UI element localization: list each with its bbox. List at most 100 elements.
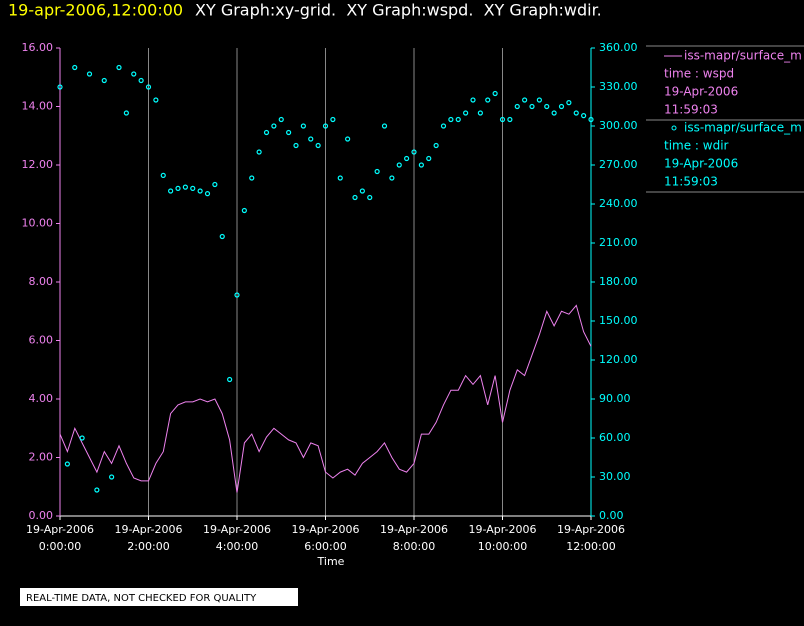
y-tick-label: 0.00: [29, 509, 54, 522]
y-tick-label: 4.00: [29, 392, 54, 405]
scatter-point: [418, 162, 424, 168]
scatter-point: [404, 155, 410, 162]
scatter-point: [544, 103, 550, 110]
x-tick-label: 19-Apr-2006 4:00:00: [203, 523, 271, 553]
legend-label: iss-mapr/surface_m: [684, 49, 802, 63]
scatter-point: [190, 185, 196, 191]
scatter-point: [197, 188, 203, 194]
scatter-point: [566, 99, 572, 106]
scatter-point: [581, 112, 587, 119]
scatter-point: [182, 184, 188, 190]
scatter-point: [426, 155, 432, 162]
y2-tick-label: 120.00: [599, 353, 638, 366]
y2-tick-label: 240.00: [599, 197, 638, 210]
y2-tick-label: 150.00: [599, 314, 638, 327]
scatter-point: [551, 110, 557, 116]
scatter-point: [138, 77, 144, 84]
scatter-point: [529, 103, 535, 110]
scatter-point: [79, 435, 85, 441]
scatter-point: [160, 172, 166, 178]
y2-tick-label: 0.00: [599, 509, 624, 522]
scatter-point: [573, 110, 579, 116]
y-tick-label: 6.00: [29, 334, 54, 347]
scatter-point: [249, 175, 255, 181]
scatter-point: [234, 292, 240, 298]
x-axis-label: Time: [317, 555, 345, 568]
footer-box: [20, 588, 298, 606]
y-tick-label: 2.00: [29, 451, 54, 464]
scatter-point: [330, 116, 336, 123]
scatter-point: [485, 97, 491, 103]
scatter-point: [293, 142, 299, 149]
scatter-point: [109, 474, 115, 480]
scatter-point: [389, 175, 395, 181]
y2-tick-label: 30.00: [599, 470, 631, 483]
scatter-point: [86, 71, 93, 77]
y2-tick-label: 300.00: [599, 119, 638, 132]
scatter-point: [345, 136, 351, 142]
scatter-point: [396, 162, 402, 168]
scatter-point: [175, 185, 181, 191]
title-date: 19-apr-2006,12:00:00: [8, 1, 183, 20]
scatter-point: [168, 188, 174, 194]
scatter-point: [352, 194, 358, 201]
x-tick-label: 19-Apr-2006 12:00:00: [557, 523, 625, 553]
y-tick-label: 10.00: [22, 217, 54, 230]
x-tick-label: 19-Apr-2006 10:00:00: [468, 523, 536, 553]
scatter-point: [131, 71, 137, 77]
y-tick-label: 12.00: [22, 158, 54, 171]
scatter-point: [256, 149, 262, 155]
legend-line: time : wdir: [664, 139, 729, 153]
series-line: [59, 304, 592, 493]
y2-tick-label: 360.00: [599, 41, 638, 54]
scatter-point: [123, 110, 129, 116]
y-tick-label: 16.00: [22, 41, 54, 54]
legend-line: time : wspd: [664, 67, 734, 81]
footer-note: REAL-TIME DATA, NOT CHECKED FOR QUALITY: [26, 593, 257, 604]
y2-tick-label: 270.00: [599, 158, 638, 171]
scatter-point: [477, 110, 483, 116]
legend-label: iss-mapr/surface_m: [684, 121, 802, 135]
scatter-point: [219, 233, 225, 240]
scatter-point: [470, 97, 476, 103]
scatter-point: [241, 207, 247, 214]
scatter-point: [463, 110, 469, 116]
scatter-point: [522, 97, 528, 103]
scatter-point: [278, 116, 284, 123]
chart-title: XY Graph:xy-grid. XY Graph:wspd. XY Grap…: [195, 1, 602, 20]
legend-time: 11:59:03: [664, 175, 718, 189]
scatter-point: [286, 129, 292, 136]
legend-date: 19-Apr-2006: [664, 157, 738, 171]
scatter-point: [359, 188, 365, 194]
scatter-point: [588, 116, 594, 123]
scatter-point: [116, 64, 122, 71]
scatter-point: [448, 116, 454, 123]
scatter-point: [64, 461, 70, 467]
scatter-point: [536, 97, 542, 103]
scatter-point: [492, 90, 498, 97]
x-tick-label: 19-Apr-2006 6:00:00: [291, 523, 359, 553]
x-tick-label: 19-Apr-2006 8:00:00: [380, 523, 448, 553]
y-tick-label: 14.00: [22, 100, 54, 113]
scatter-point: [374, 168, 380, 175]
scatter-point: [315, 142, 321, 149]
scatter-point: [72, 64, 78, 71]
scatter-point: [411, 149, 417, 155]
scatter-point: [455, 116, 461, 123]
scatter-point: [558, 103, 565, 110]
y2-tick-label: 330.00: [599, 80, 638, 93]
scatter-point: [57, 84, 63, 90]
scatter-point: [227, 376, 233, 383]
y2-tick-label: 60.00: [599, 431, 631, 444]
scatter-point: [145, 84, 152, 90]
scatter-point: [433, 142, 439, 149]
scatter-point: [94, 487, 100, 493]
scatter-point: [101, 77, 107, 84]
y2-tick-label: 90.00: [599, 392, 631, 405]
scatter-point: [514, 103, 520, 110]
scatter-point: [263, 129, 270, 136]
